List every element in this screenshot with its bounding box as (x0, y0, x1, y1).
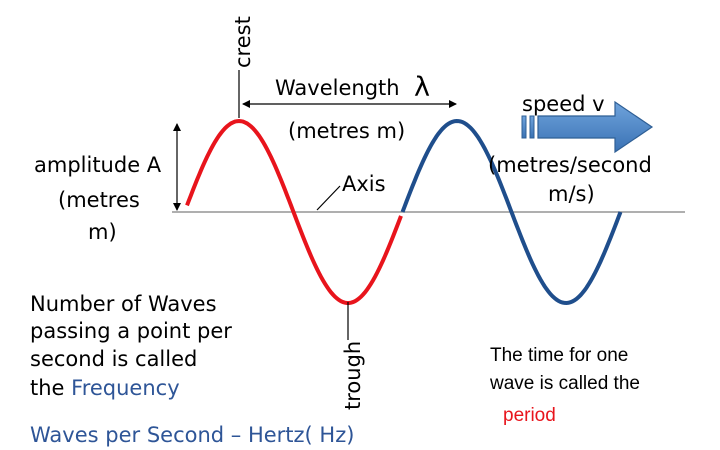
wavelength-label: Wavelength (275, 76, 400, 100)
speed-units-line2: m/s) (548, 182, 595, 206)
period-line1: The time for one (490, 345, 628, 366)
frequency-line1: Number of Waves (30, 292, 217, 316)
amplitude-units-line2: m) (88, 220, 117, 244)
amplitude-units-line1: (metres (58, 188, 140, 212)
trough-label: trough (341, 341, 365, 410)
frequency-line4: the Frequency (30, 376, 180, 400)
wave-second-half (400, 118, 623, 306)
frequency-line4-prefix: the (30, 376, 71, 400)
lambda-symbol: λ (414, 72, 430, 103)
axis-label: Axis (342, 172, 386, 196)
axis-pointer (316, 185, 341, 211)
frequency-line2: passing a point per (30, 319, 232, 343)
speed-arrow (521, 100, 654, 154)
frequency-explanation: Number of Waves passing a point per seco… (30, 292, 232, 400)
frequency-line3: second is called (30, 347, 197, 371)
frequency-keyword: Frequency (71, 376, 180, 400)
period-line2: wave is called the (489, 373, 640, 394)
crest-label: crest (231, 16, 255, 68)
speed-label: speed v (522, 92, 605, 116)
speed-units-line1: (metres/second (488, 153, 652, 177)
period-keyword: period (503, 405, 556, 426)
frequency-unit-line: Waves per Second – Hertz( Hz) (30, 423, 354, 447)
period-explanation: The time for one wave is called the peri… (489, 345, 640, 426)
wave-first-half (185, 118, 403, 305)
wavelength-units: (metres m) (288, 119, 405, 143)
amplitude-label: amplitude A (34, 153, 162, 177)
